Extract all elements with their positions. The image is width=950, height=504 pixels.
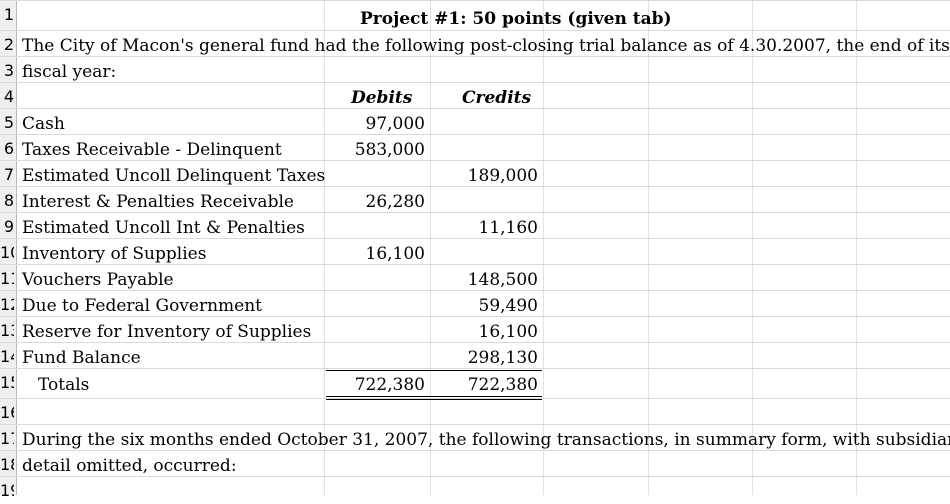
debits-header: Debits — [351, 88, 413, 108]
row-divider — [0, 212, 950, 213]
account-name[interactable]: Estimated Uncoll Delinquent Taxes — [22, 166, 326, 186]
totals-credit[interactable]: 722,380 — [467, 375, 538, 395]
credit-amount[interactable]: 189,000 — [467, 166, 538, 186]
row-number[interactable]: 7 — [3, 165, 14, 184]
credit-amount[interactable]: 298,130 — [467, 348, 538, 368]
row-divider — [0, 186, 950, 187]
row-number[interactable]: 9 — [3, 217, 14, 236]
account-name[interactable]: Estimated Uncoll Int & Penalties — [22, 218, 305, 238]
column-divider — [856, 0, 857, 495]
account-name[interactable]: Inventory of Supplies — [22, 244, 207, 264]
row-divider — [0, 56, 950, 57]
credit-amount[interactable]: 16,100 — [478, 322, 538, 342]
totals-debit[interactable]: 722,380 — [354, 375, 425, 395]
row-number[interactable]: 11 — [0, 269, 14, 288]
credit-amount[interactable]: 59,490 — [478, 296, 538, 316]
account-name[interactable]: Vouchers Payable — [22, 270, 174, 290]
row-header-column[interactable] — [0, 0, 17, 495]
page-title: Project #1: 50 points (given tab) — [360, 9, 672, 29]
column-divider — [543, 0, 544, 495]
debit-amount[interactable]: 97,000 — [365, 114, 425, 134]
account-name[interactable]: Cash — [22, 114, 65, 134]
row-divider — [0, 108, 950, 109]
account-name[interactable]: Reserve for Inventory of Supplies — [22, 322, 312, 342]
row-divider — [0, 30, 950, 31]
row-divider — [0, 264, 950, 265]
row-divider — [0, 450, 950, 451]
debit-amount[interactable]: 26,280 — [365, 192, 425, 212]
row-number[interactable]: 19 — [0, 481, 14, 500]
totals-double-underline-2 — [326, 399, 542, 400]
row-divider — [0, 342, 950, 343]
totals-top-border — [326, 370, 542, 371]
row-number[interactable]: 17 — [0, 429, 14, 448]
credit-amount[interactable]: 11,160 — [478, 218, 538, 238]
outro-text-line-2: detail omitted, occurred: — [22, 456, 237, 476]
row-number[interactable]: 16 — [0, 403, 14, 422]
totals-label[interactable]: Totals — [38, 375, 90, 395]
row-number[interactable]: 1 — [3, 5, 14, 24]
account-name[interactable]: Taxes Receivable - Delinquent — [22, 140, 282, 160]
row-number[interactable]: 14 — [0, 347, 14, 366]
row-number[interactable]: 12 — [0, 295, 14, 314]
row-divider — [0, 290, 950, 291]
account-name[interactable]: Interest & Penalties Receivable — [22, 192, 294, 212]
column-divider — [324, 0, 325, 495]
row-number[interactable]: 13 — [0, 321, 14, 340]
credit-amount[interactable]: 148,500 — [467, 270, 538, 290]
row-divider — [0, 82, 950, 83]
row-divider — [0, 476, 950, 477]
debit-amount[interactable]: 583,000 — [354, 140, 425, 160]
row-number[interactable]: 2 — [3, 35, 14, 54]
row-divider — [0, 316, 950, 317]
intro-text-line-1: The City of Macon's general fund had the… — [22, 36, 950, 56]
row-divider — [0, 398, 950, 399]
row-number[interactable]: 8 — [3, 191, 14, 210]
row-divider — [0, 238, 950, 239]
row-number[interactable]: 3 — [3, 61, 14, 80]
row-number[interactable]: 15 — [0, 373, 14, 392]
account-name[interactable]: Fund Balance — [22, 348, 141, 368]
totals-double-underline-1 — [326, 396, 542, 397]
credits-header: Credits — [462, 88, 532, 108]
row-number[interactable]: 5 — [3, 113, 14, 132]
column-divider — [752, 0, 753, 495]
debit-amount[interactable]: 16,100 — [365, 244, 425, 264]
row-divider — [0, 424, 950, 425]
row-number[interactable]: 4 — [3, 87, 14, 106]
column-divider — [648, 0, 649, 495]
row-divider — [0, 134, 950, 135]
row-divider — [0, 160, 950, 161]
row-number[interactable]: 6 — [3, 139, 14, 158]
column-divider — [430, 0, 431, 495]
outro-text-line-1: During the six months ended October 31, … — [22, 430, 950, 450]
row-divider — [0, 0, 950, 1]
account-name[interactable]: Due to Federal Government — [22, 296, 263, 316]
intro-text-line-2: fiscal year: — [22, 62, 117, 82]
row-number[interactable]: 10 — [0, 243, 14, 262]
row-number[interactable]: 18 — [0, 455, 14, 474]
row-divider — [0, 368, 950, 369]
